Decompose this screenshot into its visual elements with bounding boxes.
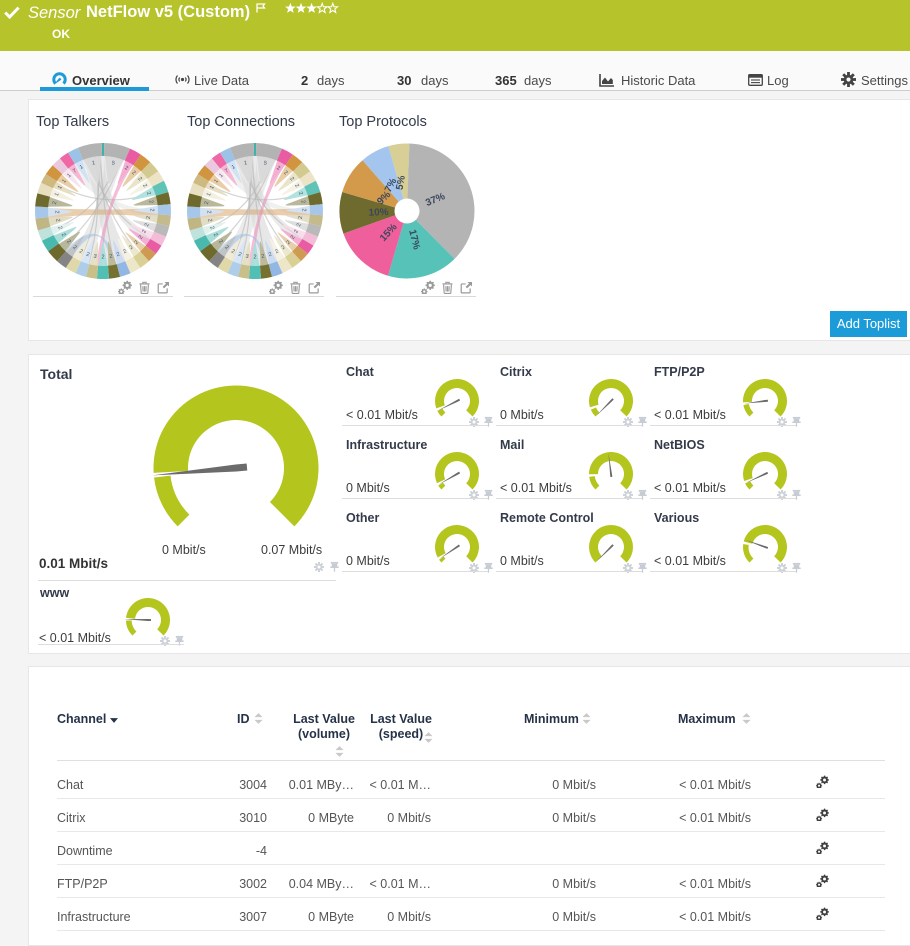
svg-text:2: 2	[300, 208, 306, 211]
svg-text:2: 2	[53, 210, 59, 213]
svg-text:2: 2	[205, 210, 211, 213]
svg-text:2: 2	[101, 255, 104, 261]
svg-text:2: 2	[148, 208, 154, 211]
svg-text:10%: 10%	[368, 207, 388, 219]
svg-text:2: 2	[253, 255, 256, 261]
